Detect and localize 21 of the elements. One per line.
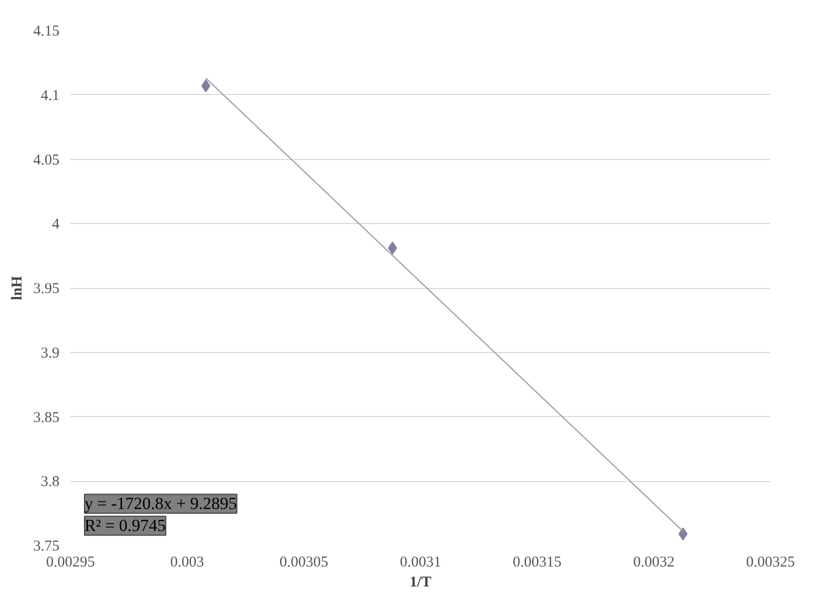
x-tick-label: 0.00325: [746, 554, 795, 570]
y-tick-label: 4.15: [33, 24, 60, 40]
annotation: R² = 0.9745: [84, 516, 166, 536]
x-axis-title: 1/T: [410, 574, 432, 590]
point: [201, 79, 210, 92]
annotation: y = -1720.8x + 9.2895: [84, 494, 237, 514]
y-tick-label: 3.8: [40, 474, 60, 490]
y-tick-label: 3.9: [40, 345, 60, 362]
x-tick-label: 0.00315: [512, 554, 562, 570]
y-tick-label: 3.75: [33, 538, 60, 554]
x-tick-label: 0.0032: [633, 554, 674, 570]
y-tick-label: 4.1: [40, 88, 60, 104]
y-axis-title: lnH: [9, 276, 26, 300]
y-tick-label: 4.05: [33, 152, 60, 168]
x-tick-label: 0.0031: [400, 554, 442, 570]
x-tick-label: 0.003: [170, 554, 204, 570]
y-tick-label: 3.85: [33, 410, 60, 426]
x-tick-label: 0.00305: [279, 554, 328, 570]
y-tick-label: 4: [52, 216, 60, 233]
x-tick-label: 0.00295: [46, 554, 95, 570]
y-tick-label: 3.95: [33, 281, 60, 297]
